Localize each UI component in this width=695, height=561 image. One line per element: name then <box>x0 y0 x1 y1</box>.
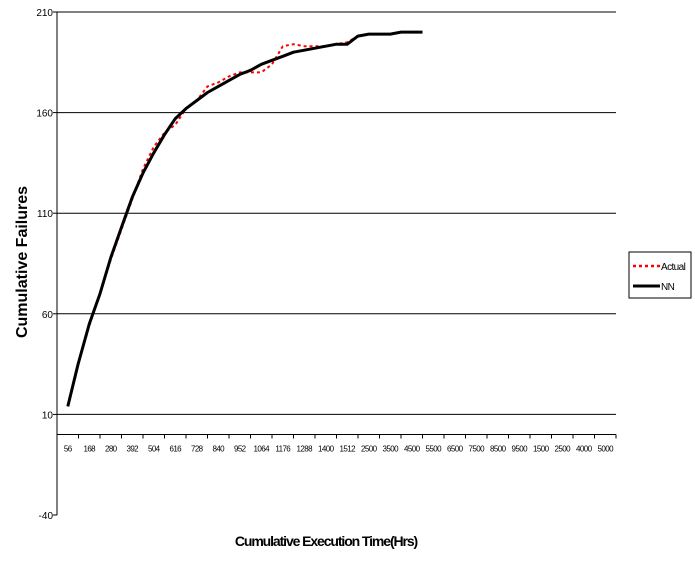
data-point-nn <box>261 64 262 65</box>
data-point-nn <box>239 74 240 75</box>
x-tick-label: 5000 <box>598 445 615 454</box>
x-tick-label: 616 <box>169 445 182 454</box>
data-point-nn <box>390 34 391 35</box>
data-point-nn <box>379 34 380 35</box>
x-tick-label: 4000 <box>576 445 593 454</box>
data-point-actual <box>293 44 294 45</box>
x-tick-label: 2500 <box>361 445 378 454</box>
x-tick-label: 7500 <box>469 445 486 454</box>
x-tick-label: 6500 <box>447 445 464 454</box>
data-point-actual <box>153 146 154 147</box>
data-point-nn <box>325 46 326 47</box>
data-point-nn <box>99 293 100 294</box>
x-tick-label: 840 <box>212 445 225 454</box>
data-point-actual <box>228 76 229 77</box>
data-point-nn <box>368 34 369 35</box>
label-layer: Cumulative Execution Time(Hrs) Cumulativ… <box>14 186 419 549</box>
data-point-nn <box>411 32 412 33</box>
data-point-nn <box>153 152 154 153</box>
y-tick-label: 210 <box>36 8 53 19</box>
data-point-actual <box>175 124 176 125</box>
x-tick-label: 56 <box>64 445 73 454</box>
data-point-nn <box>78 364 79 365</box>
data-point-nn <box>400 32 401 33</box>
data-point-actual <box>261 72 262 73</box>
legend: Actual NN <box>628 251 692 299</box>
series-line-actual <box>66 31 412 407</box>
x-tick-label: 4500 <box>404 445 421 454</box>
x-tick-label: 9500 <box>512 445 529 454</box>
x-tick-label: 1400 <box>318 445 335 454</box>
x-axis-title: Cumulative Execution Time(Hrs) <box>235 533 418 549</box>
y-tick-label: 110 <box>37 209 53 220</box>
data-point-nn <box>89 323 90 324</box>
x-tick-label: 280 <box>105 445 118 454</box>
x-tick-label: 5500 <box>426 445 443 454</box>
y-tick-label: 10 <box>42 410 54 421</box>
data-point-actual <box>271 64 272 65</box>
x-tick-label: 2500 <box>555 445 572 454</box>
axis-layer: -40 10 60 110 160 210 56 168 280 392 504 616 728 840 9… <box>36 8 617 522</box>
y-tick-label: 160 <box>36 109 53 120</box>
data-point-actual <box>304 46 305 47</box>
series-layer <box>66 30 423 407</box>
data-point-nn <box>164 134 165 135</box>
x-tick-label: 504 <box>148 445 161 454</box>
data-point-nn <box>228 80 229 81</box>
data-point-nn <box>121 227 122 228</box>
data-point-nn <box>271 60 272 61</box>
data-point-nn <box>132 197 133 198</box>
grid-layer <box>57 11 616 415</box>
data-point-nn <box>314 48 315 49</box>
data-point-nn <box>142 172 143 173</box>
x-tick-label: 1512 <box>340 445 357 454</box>
data-point-nn <box>218 86 219 87</box>
data-point-nn <box>304 50 305 51</box>
data-point-nn <box>250 70 251 71</box>
y-tick-label: -40 <box>39 511 54 522</box>
data-point-nn <box>110 257 111 258</box>
data-point-nn <box>422 32 423 33</box>
x-tick-label: 1288 <box>297 445 314 454</box>
data-point-nn <box>67 406 68 407</box>
legend-label-nn: NN <box>661 282 675 293</box>
data-point-nn <box>175 118 176 119</box>
data-point-nn <box>207 92 208 93</box>
data-point-actual <box>282 46 283 47</box>
y-axis-title: Cumulative Failures <box>14 186 31 338</box>
x-tick-label: 1500 <box>533 445 550 454</box>
data-point-nn <box>347 44 348 45</box>
data-point-nn <box>336 44 337 45</box>
data-point-nn <box>357 36 358 37</box>
x-tick-label: 1176 <box>275 445 291 454</box>
legend-label-actual: Actual <box>661 262 686 273</box>
data-point-actual <box>218 82 219 83</box>
x-tick-label: 3500 <box>383 445 400 454</box>
data-point-nn <box>282 56 283 57</box>
x-tick-label: 168 <box>83 445 96 454</box>
data-point-actual <box>207 86 208 87</box>
x-tick-label: 1064 <box>254 445 271 454</box>
data-point-nn <box>196 100 197 101</box>
data-point-nn <box>293 52 294 53</box>
y-tick-label: 60 <box>42 310 54 321</box>
x-tick-label: 392 <box>126 445 139 454</box>
x-tick-label: 8500 <box>490 445 507 454</box>
x-tick-label: 952 <box>234 445 247 454</box>
legend-box <box>628 251 692 299</box>
x-tick-label: 728 <box>191 445 204 454</box>
data-point-nn <box>185 108 186 109</box>
series-line-nn <box>66 30 423 407</box>
